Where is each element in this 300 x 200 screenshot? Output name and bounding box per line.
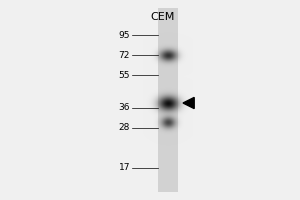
Text: CEM: CEM (151, 12, 175, 22)
Text: 17: 17 (118, 164, 130, 172)
Text: 72: 72 (118, 50, 130, 60)
Text: 36: 36 (118, 104, 130, 112)
Polygon shape (183, 97, 194, 109)
Text: 95: 95 (118, 30, 130, 40)
Text: 28: 28 (118, 123, 130, 132)
Text: 55: 55 (118, 71, 130, 79)
